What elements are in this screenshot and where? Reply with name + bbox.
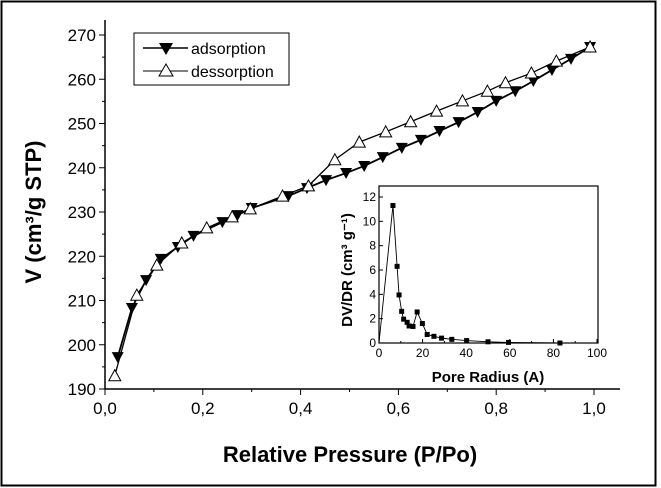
adsorption-point — [320, 175, 333, 187]
pore-distribution-point — [390, 203, 396, 209]
inset-frame — [378, 185, 599, 344]
inset-y-tick-label: 6 — [369, 263, 376, 277]
adsorption-point — [376, 152, 389, 164]
x-axis-title: Relative Pressure (P/Po) — [223, 442, 477, 467]
y-tick-label: 210 — [68, 292, 96, 311]
y-tick-label: 230 — [68, 203, 96, 222]
pore-distribution-point — [401, 316, 407, 322]
x-tick-label: 0,0 — [93, 399, 117, 418]
inset-x-tick-label: 100 — [587, 346, 607, 360]
inset-y-tick-label: 2 — [369, 312, 376, 326]
dessorption-point — [352, 135, 367, 148]
inset-x-tick-label: 80 — [547, 346, 561, 360]
y-axis-title: V (cm³/g STP) — [21, 140, 46, 283]
pore-distribution-point — [439, 335, 445, 341]
inset-y-tick-label: 4 — [369, 287, 376, 301]
dessorption-point — [583, 39, 597, 53]
dessorption-point — [301, 178, 316, 192]
adsorption-point — [358, 160, 371, 172]
adsorption-point — [282, 191, 295, 203]
dessorption-point — [498, 75, 513, 89]
adsorption-point — [452, 117, 465, 129]
y-tick-label: 250 — [68, 115, 96, 134]
legend-adsorption-label: adsorption — [191, 41, 266, 58]
pore-distribution-point — [394, 263, 400, 269]
pore-distribution-point — [404, 319, 410, 325]
x-tick-label: 0,4 — [289, 399, 313, 418]
adsorption-point — [125, 303, 138, 315]
adsorption-point — [154, 253, 167, 265]
dessorption-point — [225, 209, 239, 223]
inset-y-tick-label: 0 — [369, 336, 376, 350]
adsorption-point — [111, 352, 124, 364]
dessorption-point — [327, 152, 342, 166]
pore-distribution-point — [431, 333, 437, 339]
adsorption-point — [490, 95, 503, 107]
x-tick-label: 0,2 — [191, 399, 215, 418]
pore-distribution-point — [424, 331, 430, 337]
dessorption-point — [455, 93, 470, 107]
dessorption-point — [199, 220, 214, 234]
dessorption-point — [174, 235, 189, 249]
pore-distribution-point — [406, 323, 412, 329]
adsorption-point — [433, 126, 446, 138]
pore-distribution-point — [557, 340, 563, 346]
dessorption-point — [129, 288, 144, 301]
dessorption-point — [524, 66, 539, 79]
inset-x-tick-label: 0 — [376, 346, 383, 360]
pore-distribution-point — [396, 292, 402, 298]
dessorption-point — [429, 104, 444, 117]
pore-distribution-line — [378, 205, 597, 344]
inset-x-tick-label: 40 — [460, 346, 474, 360]
pore-distribution-point — [414, 309, 420, 315]
y-tick-label: 240 — [68, 159, 96, 178]
y-tick-label: 270 — [68, 26, 96, 45]
dessorption-point — [149, 258, 164, 271]
legend-adsorption-marker-icon — [159, 43, 173, 55]
dessorption-point — [275, 189, 290, 202]
dessorption-point — [549, 54, 564, 67]
inset-y-tick-label: 12 — [363, 190, 377, 204]
x-tick-label: 0,6 — [387, 399, 411, 418]
y-tick-label: 200 — [68, 336, 96, 355]
adsorption-point — [509, 86, 522, 98]
dessorption-point — [378, 124, 393, 138]
dessorption-point — [403, 114, 418, 128]
inset-x-tick-label: 60 — [503, 346, 517, 360]
pore-distribution-point — [419, 321, 425, 327]
legend-dessorption-marker-icon — [158, 63, 174, 77]
inset-y-tick-label: 8 — [369, 239, 376, 253]
x-tick-label: 1,0 — [582, 399, 606, 418]
pore-distribution-point — [449, 336, 455, 342]
pore-distribution-point — [464, 338, 470, 344]
adsorption-point — [545, 64, 558, 76]
inset-y-axis-title: DV/DR (cm³ g⁻¹) — [339, 213, 356, 327]
pore-distribution-point — [505, 339, 511, 345]
legend: adsorption dessorption — [133, 32, 290, 86]
adsorption-point — [471, 106, 484, 118]
adsorption-point — [414, 134, 427, 146]
adsorption-point — [527, 76, 540, 88]
pore-distribution-point — [410, 323, 416, 329]
inset-y-tick-label: 10 — [363, 214, 377, 228]
x-tick-label: 0,8 — [484, 399, 508, 418]
dessorption-point — [480, 84, 495, 97]
adsorption-point — [395, 142, 408, 154]
adsorption-point — [340, 168, 353, 180]
pore-distribution-point — [399, 308, 405, 314]
legend-dessorption-label: dessorption — [191, 64, 274, 81]
inset-x-axis-title: Pore Radius (A) — [432, 369, 545, 386]
y-tick-label: 190 — [68, 380, 96, 399]
y-tick-label: 260 — [68, 70, 96, 89]
pore-distribution-point — [485, 339, 491, 345]
dessorption-point — [243, 201, 258, 215]
dessorption-point — [107, 368, 122, 382]
inset-x-tick-label: 20 — [416, 346, 430, 360]
y-tick-label: 220 — [68, 247, 96, 266]
